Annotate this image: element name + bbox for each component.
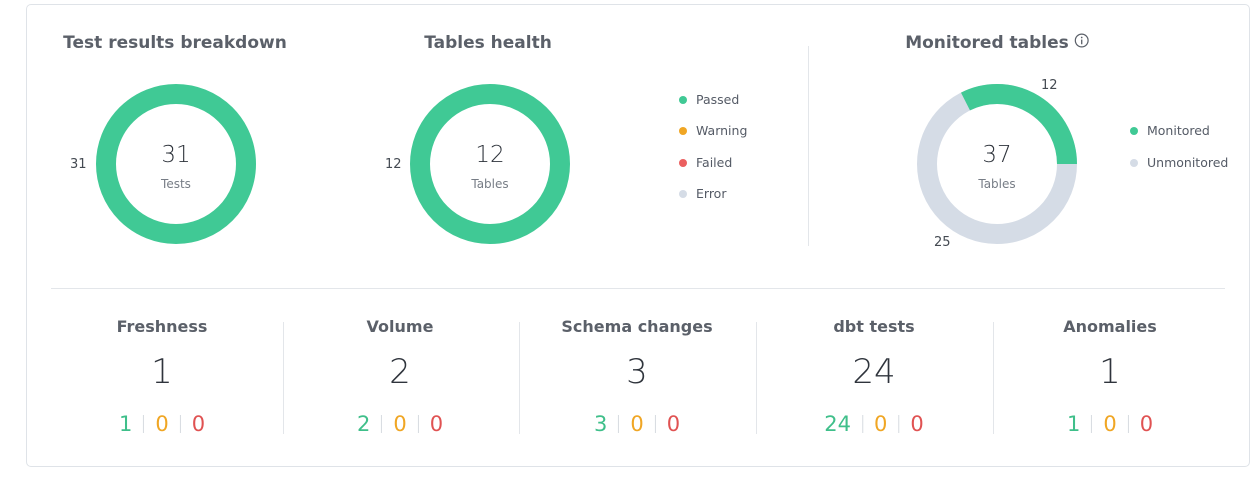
stat-failed-count: 0 [191,412,206,436]
tables-health-title: Tables health [424,33,552,53]
stat-title: Anomalies [1063,317,1157,336]
monitored-tables-header: Monitored tables [905,33,1089,53]
legend-unmonitored[interactable]: Unmonitored [1130,155,1228,170]
monitored-tables-center-value: 37 [982,142,1012,168]
tables-health-center-value: 12 [475,142,505,168]
stat-warning-count: 0 [155,412,169,436]
stat-warning-count: 0 [1103,412,1117,436]
breakdown-separator [654,415,656,433]
breakdown-separator [861,415,863,433]
test-results-center-label: Tests [161,177,191,191]
info-icon[interactable] [1074,33,1089,53]
legend-warning-label: Warning [696,123,748,138]
legend-unmonitored-dot [1130,158,1138,167]
breakdown-separator [179,415,181,433]
test-results-donut[interactable] [96,84,256,244]
stat-failed-count: 0 [429,412,444,436]
stat-passed-count: 3 [593,412,608,436]
stat-passed-count: 24 [824,412,851,436]
stat-title: Schema changes [561,317,713,336]
legend-error[interactable]: Error [679,186,726,201]
legend-unmonitored-label: Unmonitored [1147,155,1229,170]
legend-monitored-label: Monitored [1147,123,1210,138]
monitored-tables-donut[interactable] [917,84,1077,244]
test-results-title: Test results breakdown [63,33,287,53]
stat-failed-count: 0 [666,412,681,436]
tables-health-donut[interactable] [410,84,570,244]
stat-warning-count: 0 [630,412,644,436]
legend-warning-dot [679,126,687,135]
test-results-center-value: 31 [161,142,191,168]
legend-passed-dot [679,95,687,104]
stat-passed-count: 1 [1066,412,1081,436]
stat-value: 2 [389,352,411,392]
horizontal-divider [51,288,1225,289]
legend-monitored-dot [1130,126,1138,135]
legend-passed-label: Passed [696,92,740,107]
stat-failed-count: 0 [910,412,924,436]
stat-value: 1 [1099,352,1121,392]
legend-passed[interactable]: Passed [679,92,739,107]
test-results-side-label: 31 [70,157,87,172]
stat-title: Volume [366,317,434,336]
stat-passed-count: 2 [356,412,371,436]
monitored-tables-title: Monitored tables [905,33,1069,53]
breakdown-separator [1127,415,1129,433]
stat-warning-count: 0 [393,412,407,436]
stat-title: Freshness [116,317,208,336]
stat-value: 1 [151,352,173,392]
monitored-tables-center-label: Tables [978,177,1016,191]
legend-monitored[interactable]: Monitored [1130,123,1210,138]
stat-value: 24 [852,352,896,392]
tables-health-center-label: Tables [471,177,509,191]
stat-divider [993,322,994,434]
legend-error-label: Error [696,186,727,201]
stat-breakdown: 24 0 0 [824,412,923,436]
breakdown-separator [381,415,383,433]
breakdown-separator [898,415,900,433]
stat-divider [756,322,757,434]
tables-health-side-label: 12 [385,157,402,172]
legend-failed-label: Failed [696,155,733,170]
stat-value: 3 [626,352,648,392]
legend-warning[interactable]: Warning [679,123,747,138]
stat-failed-count: 0 [1139,412,1154,436]
breakdown-separator [618,415,620,433]
breakdown-separator [1091,415,1093,433]
legend-error-dot [679,189,687,198]
monitored-count-label: 12 [1041,78,1058,93]
tables-health-passed-arc [410,84,570,244]
section-divider [808,46,809,246]
stat-warning-count: 0 [873,412,888,436]
breakdown-separator [143,415,145,433]
stat-divider [519,322,520,434]
monitored-arc [960,84,1077,165]
stat-title: dbt tests [833,317,915,336]
unmonitored-count-label: 25 [934,235,951,250]
stat-divider [283,322,284,434]
test-results-passed-arc [96,84,256,244]
stat-passed-count: 1 [118,412,133,436]
breakdown-separator [417,415,419,433]
legend-failed[interactable]: Failed [679,155,732,170]
dashboard-summary-card [26,4,1250,467]
legend-failed-dot [679,158,687,167]
